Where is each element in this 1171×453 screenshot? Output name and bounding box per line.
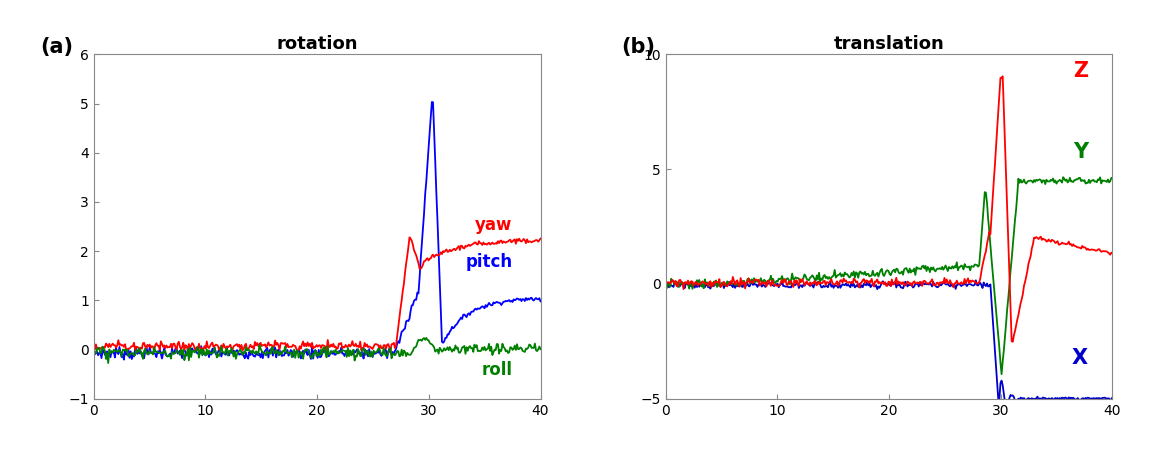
Text: roll: roll [481, 361, 513, 379]
Text: yaw: yaw [475, 216, 513, 234]
Text: Z: Z [1073, 61, 1088, 81]
Text: (a): (a) [40, 37, 73, 57]
Text: Y: Y [1073, 142, 1088, 162]
Text: pitch: pitch [465, 253, 513, 271]
Title: rotation: rotation [276, 35, 358, 53]
Title: translation: translation [834, 35, 944, 53]
Text: (b): (b) [621, 37, 655, 57]
Text: X: X [1071, 348, 1088, 368]
